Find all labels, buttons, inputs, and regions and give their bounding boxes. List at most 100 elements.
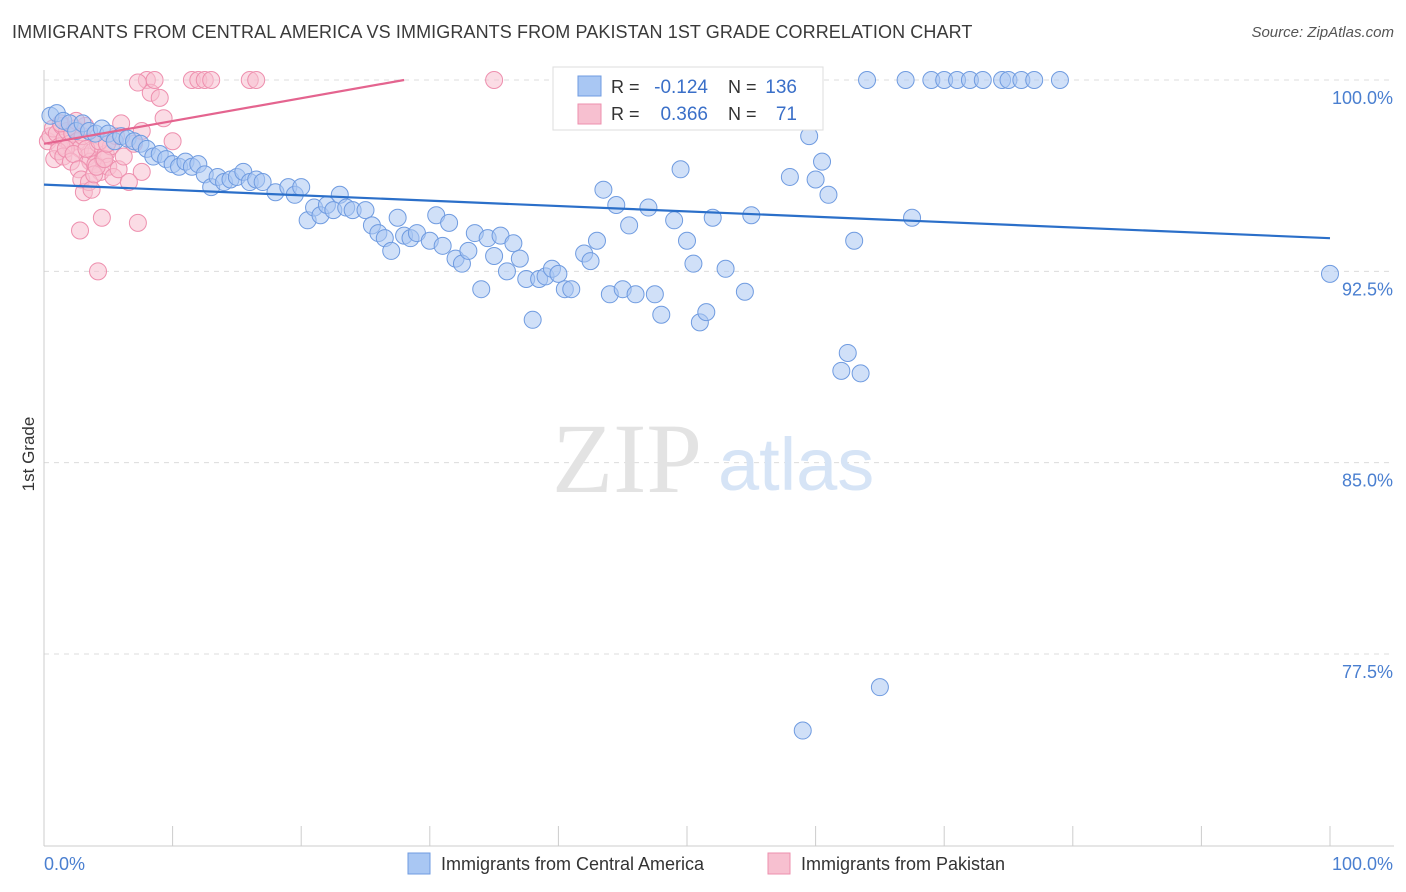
central-america-point (497, 262, 516, 281)
pakistan-point (82, 180, 101, 199)
central-america-point (626, 285, 645, 304)
central-america-point (510, 249, 529, 268)
central-america-point (382, 241, 401, 260)
central-america-point (684, 254, 703, 273)
pakistan-points (38, 71, 504, 281)
central-america-point (813, 152, 832, 171)
central-america-point (973, 71, 992, 89)
x-axis-ticks (43, 826, 1331, 846)
central-america-point (639, 198, 658, 217)
y-tick-label: 85.0% (1342, 471, 1393, 491)
central-america-point (665, 211, 684, 230)
central-america-point (671, 160, 690, 179)
central-america-point (858, 71, 877, 89)
pakistan-point (145, 71, 164, 89)
central-america-point (870, 678, 889, 697)
x-tick-label-min: 0.0% (44, 854, 85, 874)
central-america-point (440, 213, 459, 232)
central-america-point (581, 252, 600, 271)
central-america-point (562, 280, 581, 299)
central-america-point (620, 216, 639, 235)
central-america-point (607, 196, 626, 215)
y-axis-title: 1st Grade (19, 417, 38, 492)
central-america-point (851, 364, 870, 383)
y-tick-label: 100.0% (1332, 88, 1393, 108)
central-america-point (735, 282, 754, 301)
central-america-point (716, 259, 735, 278)
legend-label-central-america: Immigrants from Central America (441, 854, 705, 874)
pakistan-point (247, 71, 266, 89)
central-america-point (652, 305, 671, 324)
y-axis-tick-labels: 100.0% 92.5% 85.0% 77.5% (1332, 88, 1393, 682)
central-america-point (806, 170, 825, 189)
stats-box: R = -0.124 N = 136 R = 0.366 N = 71 (552, 66, 824, 131)
stats-r-label-blue: R = (611, 77, 640, 97)
central-america-point (697, 303, 716, 322)
central-america-point (845, 231, 864, 250)
central-america-point (838, 343, 857, 362)
pakistan-point (128, 73, 147, 92)
legend-label-pakistan: Immigrants from Pakistan (801, 854, 1005, 874)
stats-n-value-pink: 71 (776, 104, 797, 125)
central-america-point (1321, 264, 1339, 283)
y-tick-label: 92.5% (1342, 279, 1393, 299)
central-america-point (832, 361, 851, 380)
central-america-point (356, 201, 375, 220)
pakistan-point (92, 208, 111, 227)
stats-swatch-blue (577, 75, 602, 97)
central-america-point (645, 285, 664, 304)
pakistan-point (485, 71, 504, 89)
pakistan-trend-line (43, 78, 405, 145)
source-note: Source: ZipAtlas.com (1251, 24, 1394, 41)
pakistan-point (89, 262, 108, 281)
central-america-point (388, 208, 407, 227)
legend-swatch-pakistan (767, 852, 791, 875)
stats-n-value-blue: 136 (765, 77, 797, 98)
pakistan-point (150, 88, 169, 107)
central-america-point (433, 236, 452, 255)
central-america-point (472, 280, 491, 299)
pakistan-point (119, 173, 138, 192)
pakistan-point (95, 150, 114, 169)
x-tick-label-max: 100.0% (1332, 854, 1393, 874)
stats-n-label-pink: N = (728, 104, 757, 124)
pakistan-point (163, 132, 182, 151)
watermark: ZIP atlas (552, 403, 874, 514)
central-america-point (1025, 71, 1044, 89)
central-america-point (549, 264, 568, 283)
y-tick-label: 77.5% (1342, 662, 1393, 682)
central-america-point (587, 231, 606, 250)
stats-r-label-pink: R = (611, 104, 640, 124)
pakistan-point (114, 147, 133, 166)
pakistan-point (128, 213, 147, 232)
central-america-point (793, 721, 812, 740)
central-america-point (523, 310, 542, 329)
pakistan-point (132, 162, 151, 181)
stats-r-value-blue: -0.124 (654, 77, 708, 98)
central-america-point (459, 241, 478, 260)
pakistan-point (71, 221, 90, 240)
central-america-point (819, 185, 838, 204)
central-america-point (780, 167, 799, 186)
central-america-point (678, 231, 696, 250)
central-america-point (504, 234, 523, 253)
central-america-trend-line (43, 183, 1331, 240)
stats-n-label-blue: N = (728, 77, 757, 97)
stats-r-value-pink: 0.366 (660, 104, 708, 125)
central-america-point (896, 71, 915, 89)
chart-title: IMMIGRANTS FROM CENTRAL AMERICA VS IMMIG… (12, 22, 973, 42)
legend-swatch-central-america (407, 852, 431, 875)
watermark-atlas: atlas (718, 423, 874, 506)
central-america-point (1050, 71, 1069, 89)
central-america-points (41, 71, 1339, 740)
central-america-point (485, 247, 504, 266)
pakistan-point (202, 71, 221, 89)
central-america-point (903, 208, 922, 227)
central-america-point (292, 178, 311, 197)
stats-swatch-pink (577, 103, 602, 125)
central-america-point (594, 180, 613, 199)
legend: Immigrants from Central America Immigran… (407, 852, 1005, 875)
watermark-zip: ZIP (552, 403, 702, 514)
central-america-point (253, 173, 272, 192)
